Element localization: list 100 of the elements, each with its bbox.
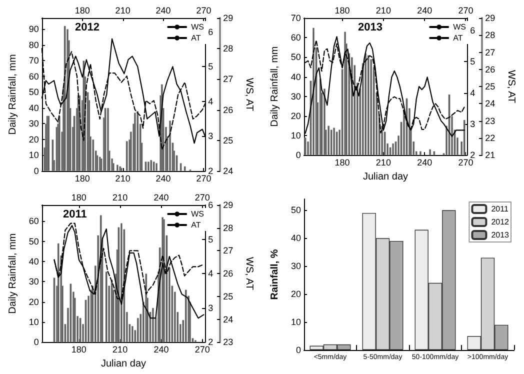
x2-tick-label: 270 <box>196 6 212 16</box>
chart-title: 2011 <box>63 208 87 220</box>
y3-tick-label: 25 <box>223 291 234 302</box>
legend-label: WS <box>191 210 204 218</box>
y-tick-label: 0 <box>34 337 39 348</box>
y-tick-label: 10 <box>28 316 39 327</box>
chart-title: 2013 <box>358 22 382 34</box>
y2-tick-label: 2 <box>470 150 476 160</box>
y-tick-label: 40 <box>290 233 301 244</box>
y-tick-label: 30 <box>28 276 39 287</box>
y-tick-label: 50 <box>28 87 39 98</box>
y-tick-label: 10 <box>290 317 301 328</box>
y-tick-label: 20 <box>28 134 39 144</box>
x2-tick-label: 240 <box>417 6 432 16</box>
y3-tick-label: 28 <box>485 30 496 40</box>
y-tick-label: 20 <box>28 296 39 307</box>
y-axis-title: Daily Rainfall, mm <box>8 54 18 135</box>
x2-tick-label: 210 <box>115 6 130 16</box>
y3-tick-label: 28 <box>223 44 234 54</box>
y3-tick-label: 29 <box>223 200 234 210</box>
x-tick-label: 210 <box>115 174 130 184</box>
x2-tick-label: 180 <box>74 6 90 16</box>
chart-title: 2012 <box>75 22 100 34</box>
y3-tick-label: 27 <box>223 74 234 84</box>
x-tick-label: 180 <box>334 158 350 168</box>
x-tick-label: 180 <box>71 344 86 355</box>
y-tick-label: 40 <box>290 72 301 82</box>
y3-tick-label: 23 <box>223 337 234 348</box>
y-tick-label: 40 <box>28 102 39 113</box>
y-tick-label: 50 <box>290 205 301 216</box>
y-tick-label: 50 <box>28 236 39 246</box>
y-tick-label: 90 <box>28 24 39 34</box>
legend-label: 2012 <box>491 218 510 226</box>
y-tick-label: 80 <box>28 40 39 50</box>
y3-tick-label: 27 <box>223 246 234 256</box>
y-tick-label: 30 <box>28 118 39 129</box>
y3-tick-label: 27 <box>485 47 496 58</box>
y3-tick-label: 28 <box>223 222 234 233</box>
y-tick-label: 30 <box>290 91 301 102</box>
y2-axis-title: WS, AT <box>244 78 254 112</box>
x2-tick-label: 180 <box>71 192 86 202</box>
x2-tick-label: 270 <box>194 192 210 202</box>
y2-tick-label: 3 <box>208 131 214 142</box>
y2-tick-label: 2 <box>208 337 214 348</box>
y-tick-label: 0 <box>34 166 39 176</box>
x-tick-label: 270 <box>196 174 212 184</box>
y-tick-label: 70 <box>290 13 301 23</box>
y-tick-label: 40 <box>28 256 39 266</box>
legend-label: AT <box>191 34 201 42</box>
y3-tick-label: 25 <box>223 135 234 146</box>
legend-label: 2011 <box>491 204 509 214</box>
y-tick-label: 60 <box>28 216 39 226</box>
x2-tick-label: 270 <box>458 6 474 16</box>
y-tick-label: 20 <box>290 110 301 121</box>
y-axis-title: Daily Rainfall, mm <box>8 233 18 314</box>
y3-tick-label: 24 <box>485 98 496 109</box>
y-tick-label: 0 <box>296 150 301 160</box>
y-tick-label: 10 <box>290 130 301 141</box>
y3-tick-label: 22 <box>485 132 496 143</box>
y2-tick-label: 6 <box>208 200 214 210</box>
legend-label: WS <box>453 22 466 32</box>
y2-tick-label: 4 <box>208 268 214 279</box>
legend-label: AT <box>191 220 201 230</box>
x-tick-label: 210 <box>112 344 128 355</box>
x2-tick-label: 210 <box>112 192 128 202</box>
y3-tick-label: 26 <box>223 268 234 279</box>
x-axis-title: Julian day <box>100 358 146 370</box>
y-tick-label: 30 <box>290 261 301 272</box>
x-axis-title: Julian day <box>362 172 408 182</box>
y2-axis-title: WS, AT <box>506 70 516 104</box>
x2-tick-label: 180 <box>334 6 350 16</box>
y2-tick-label: 4 <box>470 88 476 98</box>
legend-label: AT <box>453 34 463 42</box>
y2-tick-label: 2 <box>208 166 214 176</box>
y-tick-label: 60 <box>28 71 39 82</box>
y-tick-label: 50 <box>290 52 301 62</box>
y2-tick-label: 6 <box>208 26 214 37</box>
y3-tick-label: 29 <box>223 13 234 23</box>
y-tick-label: 70 <box>28 56 39 66</box>
x-tick-label: 270 <box>194 344 210 355</box>
y3-tick-label: 29 <box>485 13 496 23</box>
y2-tick-label: 5 <box>208 234 214 244</box>
legend-label: 2013 <box>491 230 510 240</box>
legend-label: WS <box>191 22 204 32</box>
y-tick-label: 0 <box>296 345 301 355</box>
y3-tick-label: 25 <box>485 82 496 92</box>
y3-tick-label: 21 <box>485 150 496 160</box>
y2-axis-title: WS, AT <box>244 256 254 290</box>
y2-tick-label: 3 <box>470 118 476 129</box>
y3-tick-label: 24 <box>223 166 234 176</box>
x2-tick-label: 210 <box>376 6 391 16</box>
y2-tick-label: 4 <box>208 96 214 106</box>
x-tick-label: 270 <box>458 158 474 168</box>
x-tick-label: 180 <box>74 174 90 184</box>
y2-tick-label: 5 <box>208 62 214 72</box>
y3-tick-label: 26 <box>223 104 234 115</box>
y3-tick-label: 23 <box>485 116 496 126</box>
y2-tick-label: 3 <box>208 302 214 313</box>
y-axis-title: Daily Rainfall, mm <box>270 46 280 127</box>
x-tick-label: 240 <box>156 174 171 184</box>
